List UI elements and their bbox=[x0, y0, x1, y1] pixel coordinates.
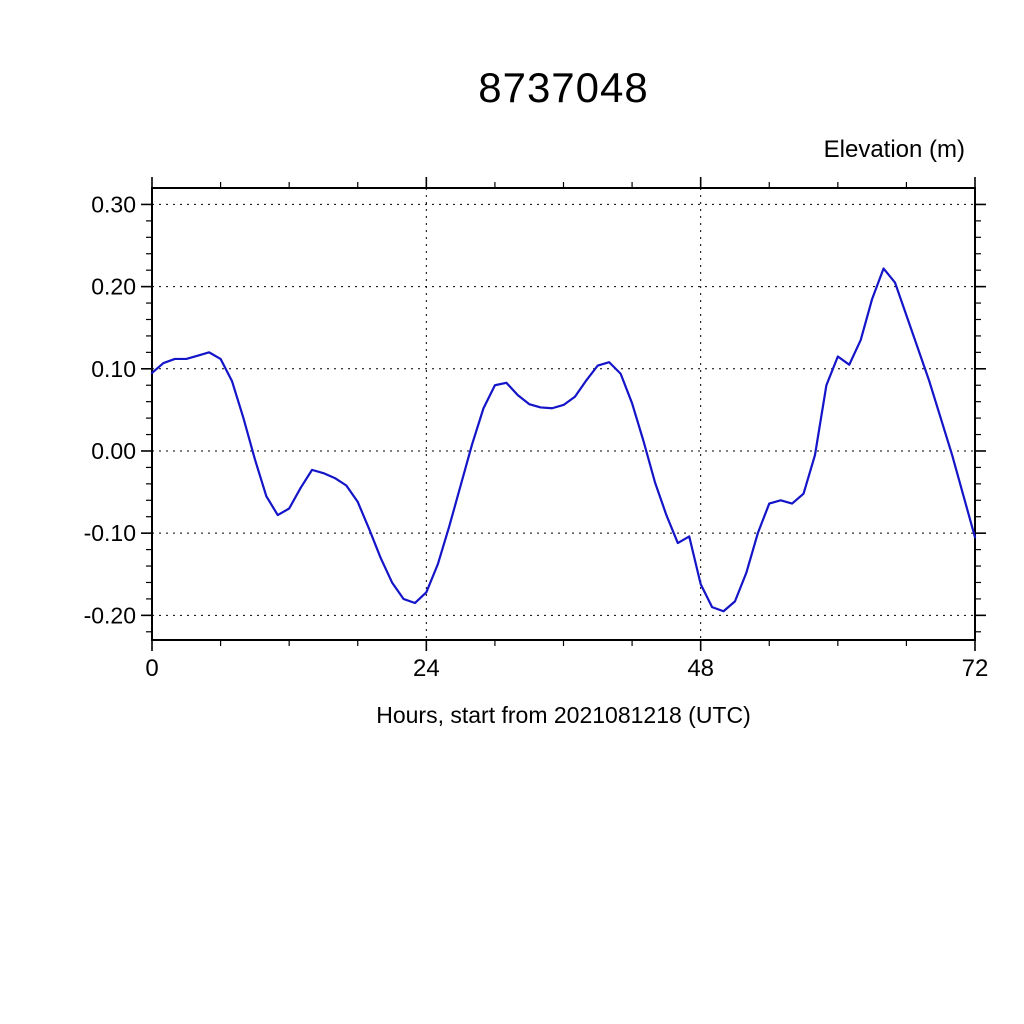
x-tick-label: 72 bbox=[962, 655, 989, 682]
x-tick-label: 48 bbox=[687, 655, 714, 682]
y-tick-label: -0.20 bbox=[84, 602, 136, 628]
y-tick-label: 0.10 bbox=[91, 356, 136, 382]
y-tick-label: -0.10 bbox=[84, 520, 136, 546]
y-tick-label: 0.30 bbox=[91, 191, 136, 217]
y-axis-label: Elevation (m) bbox=[823, 136, 965, 163]
y-tick-label: 0.00 bbox=[91, 438, 136, 464]
x-tick-label: 24 bbox=[413, 655, 440, 682]
plot-frame bbox=[151, 187, 976, 641]
chart-title: 8737048 bbox=[478, 64, 649, 111]
y-tick-label: 0.20 bbox=[91, 274, 136, 300]
x-axis-label: Hours, start from 2021081218 (UTC) bbox=[376, 702, 751, 728]
elevation-line bbox=[150, 267, 977, 613]
x-tick-label: 0 bbox=[145, 655, 158, 682]
